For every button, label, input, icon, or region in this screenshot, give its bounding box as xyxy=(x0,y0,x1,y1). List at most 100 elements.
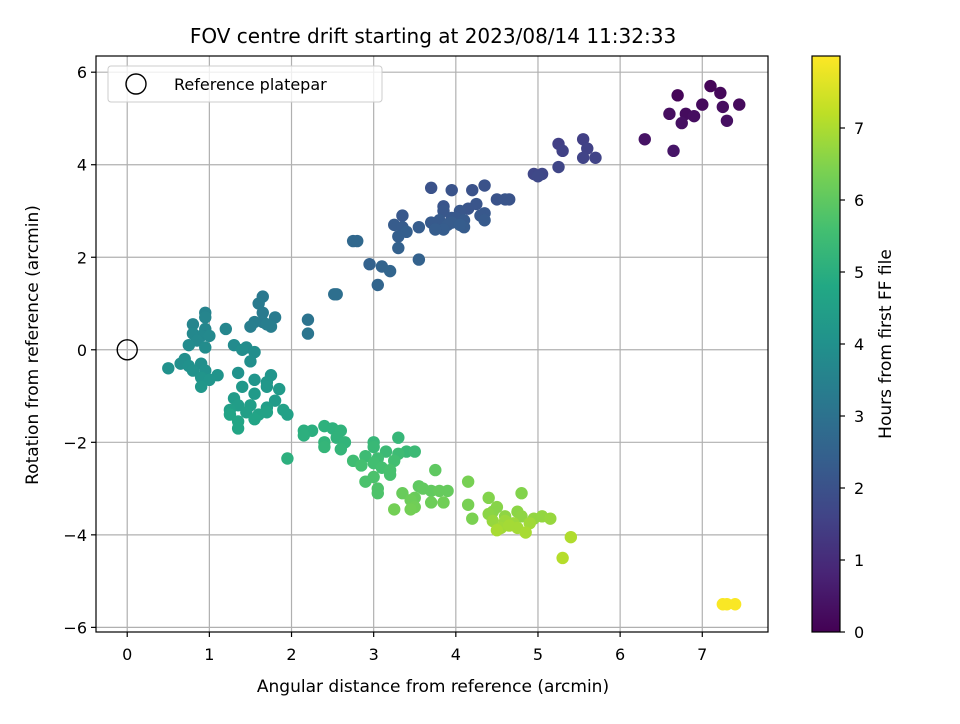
data-point xyxy=(355,459,368,472)
data-point xyxy=(392,230,405,243)
data-point xyxy=(453,218,467,232)
data-point xyxy=(461,498,475,511)
data-point xyxy=(371,278,384,292)
data-point xyxy=(515,487,528,500)
data-point xyxy=(268,394,282,407)
data-point xyxy=(396,487,409,500)
data-point xyxy=(248,387,261,400)
data-point xyxy=(199,341,212,354)
data-point xyxy=(519,526,532,539)
legend-marker-open-circle xyxy=(125,73,147,95)
colorbar-tick-label: 0 xyxy=(854,623,864,642)
y-tick-label: −4 xyxy=(63,526,87,545)
data-point xyxy=(252,297,265,310)
data-point xyxy=(429,223,442,236)
y-axis-label: Rotation from reference (arcmin) xyxy=(23,205,43,485)
data-point xyxy=(248,345,261,359)
data-point xyxy=(714,86,727,100)
data-point xyxy=(281,452,294,465)
data-point xyxy=(408,445,421,458)
colorbar-tick-label: 6 xyxy=(854,191,864,210)
data-point xyxy=(359,449,372,463)
data-point xyxy=(720,114,734,127)
data-point xyxy=(552,160,565,174)
y-tick-label: 6 xyxy=(77,63,87,82)
colorbar-ticks: 0 1 2 3 4 5 6 7 xyxy=(840,119,864,642)
data-point xyxy=(281,408,294,421)
legend: Reference platepar xyxy=(107,65,383,103)
data-point xyxy=(424,181,438,195)
colorbar: 0 1 2 3 4 5 6 7 Hours from first FF file xyxy=(811,55,896,642)
data-point xyxy=(581,142,594,155)
data-point xyxy=(544,512,557,525)
legend-label-reference-platepar: Reference platepar xyxy=(174,75,327,94)
colorbar-tick-label: 4 xyxy=(854,335,864,354)
data-points xyxy=(162,79,746,611)
data-point xyxy=(231,422,245,435)
data-point xyxy=(186,318,200,331)
colorbar-tick-label: 7 xyxy=(854,119,864,138)
y-axis-ticks: −6 −4 −2 0 2 4 6 xyxy=(63,63,96,637)
data-point xyxy=(392,431,405,444)
data-point xyxy=(486,514,499,528)
data-point xyxy=(363,257,376,271)
reference-platepar-marker xyxy=(116,339,138,361)
data-point xyxy=(478,214,491,227)
data-point xyxy=(223,408,237,421)
x-tick-label: 4 xyxy=(451,645,461,664)
colorbar-tick-label: 3 xyxy=(854,407,864,426)
data-point xyxy=(437,496,450,509)
data-point xyxy=(733,98,746,111)
data-point xyxy=(663,107,676,121)
y-tick-label: 0 xyxy=(77,341,87,360)
data-point xyxy=(437,204,450,218)
data-point xyxy=(236,343,249,356)
data-point xyxy=(404,503,417,516)
data-point xyxy=(396,209,409,222)
data-point xyxy=(359,475,372,488)
data-point xyxy=(260,406,274,419)
data-point xyxy=(367,440,380,454)
data-point xyxy=(556,551,569,565)
colorbar-tick-label: 2 xyxy=(854,479,864,498)
data-point xyxy=(371,487,384,500)
data-point xyxy=(728,598,742,611)
data-point xyxy=(272,382,286,396)
data-point xyxy=(412,253,426,266)
data-point xyxy=(162,362,175,375)
data-point xyxy=(383,264,397,278)
data-point xyxy=(523,517,536,530)
data-point xyxy=(466,512,479,525)
data-point xyxy=(638,133,651,146)
colorbar-gradient xyxy=(811,55,841,633)
data-point xyxy=(412,220,426,234)
data-point xyxy=(716,100,730,114)
x-tick-label: 7 xyxy=(697,645,707,664)
data-point xyxy=(351,234,364,248)
data-point xyxy=(240,406,253,419)
data-point xyxy=(515,510,528,523)
data-point xyxy=(556,144,569,158)
reference-marker xyxy=(116,339,138,361)
data-point xyxy=(260,318,274,331)
legend-box xyxy=(107,65,383,103)
data-point xyxy=(256,306,269,319)
data-point xyxy=(704,79,717,93)
data-point xyxy=(429,463,442,477)
data-point xyxy=(564,530,578,544)
y-tick-label: 4 xyxy=(77,156,87,175)
data-point xyxy=(182,338,196,352)
colorbar-tick-label: 5 xyxy=(854,263,864,282)
data-point xyxy=(219,322,232,336)
data-point xyxy=(301,313,315,326)
data-point xyxy=(716,598,730,611)
data-point xyxy=(490,524,504,537)
data-point xyxy=(696,98,709,111)
data-point xyxy=(576,133,590,146)
data-point xyxy=(388,503,401,516)
data-point xyxy=(576,151,590,164)
data-point xyxy=(244,355,257,368)
data-point xyxy=(667,144,680,158)
data-point xyxy=(441,484,454,498)
